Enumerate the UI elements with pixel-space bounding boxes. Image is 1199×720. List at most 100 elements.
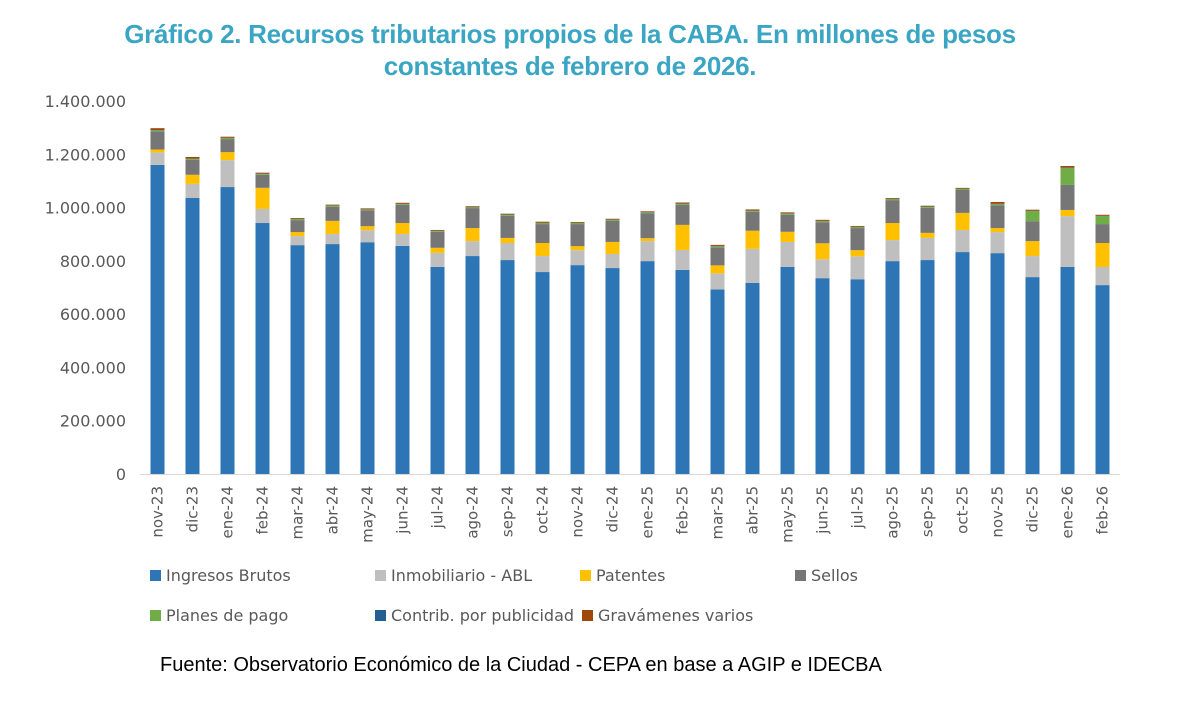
bar-segment xyxy=(290,245,305,474)
y-tick-label: 800.000 xyxy=(60,252,126,271)
bar-segment xyxy=(360,242,375,474)
legend-item: Ingresos Brutos xyxy=(150,566,291,585)
x-tick-label: oct-24 xyxy=(534,486,552,534)
bar-segment xyxy=(955,188,970,190)
x-tick-label: feb-26 xyxy=(1094,486,1112,535)
bar-segment xyxy=(360,226,375,231)
bar-segment xyxy=(430,252,445,267)
bar-segment xyxy=(780,214,795,232)
bar-segment xyxy=(185,159,200,175)
bar-segment xyxy=(850,256,865,280)
bar-stack-abr-25 xyxy=(745,209,760,474)
bar-segment xyxy=(1025,277,1040,474)
bar-segment xyxy=(920,207,935,233)
bar-segment xyxy=(780,213,795,215)
bar-segment xyxy=(920,232,935,238)
bar-segment xyxy=(605,253,620,269)
x-tick-label: jul-25 xyxy=(849,486,867,529)
bar-stack-nov-25 xyxy=(990,201,1005,474)
bar-stack-feb-25 xyxy=(675,202,690,474)
bar-segment xyxy=(325,244,340,474)
x-tick-label: ene-24 xyxy=(219,486,237,538)
bar-segment xyxy=(325,206,340,221)
bar-segment xyxy=(990,232,1005,254)
bar-segment xyxy=(885,197,900,199)
legend-item: Gravámenes varios xyxy=(582,606,753,625)
bar-segment xyxy=(955,187,970,189)
bar-stack-feb-24 xyxy=(255,172,270,474)
x-tick-label: feb-25 xyxy=(674,486,692,535)
bar-segment xyxy=(885,261,900,474)
bar-segment xyxy=(885,240,900,262)
x-tick-label: ago-25 xyxy=(884,486,902,539)
stacked-bar-chart: 0 200.000 400.000 600.000 800.000 1.000.000 1.… xyxy=(45,92,1120,543)
bar-segment xyxy=(990,204,1005,206)
x-tick-label: abr-25 xyxy=(744,486,762,534)
x-tick-label: ene-26 xyxy=(1059,486,1077,538)
bar-segment xyxy=(640,211,655,213)
bar-segment xyxy=(220,152,235,161)
x-tick-label: abr-24 xyxy=(324,486,342,534)
x-tick-label: dic-23 xyxy=(184,486,202,532)
x-tick-label: dic-25 xyxy=(1024,486,1042,532)
bar-stack-dic-25 xyxy=(1025,209,1040,474)
bar-segment xyxy=(150,164,165,474)
bar-segment xyxy=(1060,167,1075,185)
bar-segment xyxy=(675,224,690,250)
bar-segment xyxy=(850,227,865,229)
bar-segment xyxy=(920,206,935,208)
legend-label: Contrib. por publicidad xyxy=(391,606,575,625)
x-tick-label: sep-25 xyxy=(919,486,937,537)
bar-segment xyxy=(325,204,340,206)
bar-segment xyxy=(220,136,235,138)
bar-stack-dic-23 xyxy=(185,156,200,475)
bar-segment xyxy=(1095,266,1110,286)
chart-title-line-2: constantes de febrero de 2026. xyxy=(383,51,757,81)
legend-swatch xyxy=(375,570,386,581)
bar-segment xyxy=(570,223,585,225)
bar-segment xyxy=(710,246,725,248)
bar-segment xyxy=(675,203,690,205)
bar-segment xyxy=(185,183,200,198)
legend-label: Patentes xyxy=(596,566,666,585)
bar-stack-nov-23 xyxy=(150,128,165,474)
bar-segment xyxy=(465,241,480,257)
bar-segment xyxy=(605,241,620,254)
bar-segment xyxy=(570,246,585,251)
bar-segment xyxy=(430,247,445,253)
bar-segment xyxy=(955,252,970,474)
bar-segment xyxy=(535,243,550,257)
bar-segment xyxy=(675,269,690,474)
legend-swatch xyxy=(375,610,386,621)
bar-segment xyxy=(465,207,480,209)
bar-segment xyxy=(745,230,760,249)
bar-segment xyxy=(605,220,620,242)
bar-segment xyxy=(710,247,725,266)
bar-segment xyxy=(220,160,235,188)
y-tick-label: 1.400.000 xyxy=(45,92,126,111)
bar-segment xyxy=(780,241,795,267)
bar-segment xyxy=(815,219,830,221)
y-tick-label: 600.000 xyxy=(60,305,126,324)
bar-segment xyxy=(500,237,515,244)
bar-segment xyxy=(535,256,550,273)
bar-segment xyxy=(395,233,410,246)
bar-segment xyxy=(500,215,515,238)
bar-segment xyxy=(500,213,515,215)
bar-segment xyxy=(815,259,830,279)
bar-segment xyxy=(885,200,900,224)
bar-stack-ene-24 xyxy=(220,136,235,474)
bar-segment xyxy=(325,205,340,207)
bar-segment xyxy=(360,230,375,243)
legend-item: Planes de pago xyxy=(150,606,288,625)
bar-segment xyxy=(815,278,830,474)
y-axis: 0 200.000 400.000 600.000 800.000 1.000.000 1.… xyxy=(45,92,126,484)
bar-segment xyxy=(710,289,725,474)
bar-segment xyxy=(990,201,1005,204)
bar-segment xyxy=(1095,214,1110,216)
bar-segment xyxy=(535,223,550,225)
bar-segment xyxy=(220,187,235,474)
bar-segment xyxy=(955,212,970,230)
legend-label: Inmobiliario - ABL xyxy=(391,566,533,585)
bar-segment xyxy=(360,208,375,210)
